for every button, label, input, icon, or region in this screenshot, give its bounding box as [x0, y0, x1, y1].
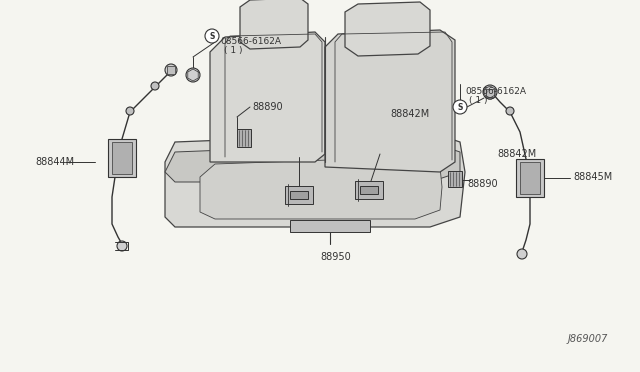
Polygon shape: [325, 30, 455, 172]
Circle shape: [205, 29, 219, 43]
Bar: [448, 171, 462, 187]
Circle shape: [453, 100, 467, 114]
Bar: [167, 66, 175, 74]
Bar: [285, 186, 313, 204]
Text: ( 1 ): ( 1 ): [224, 46, 243, 55]
Bar: [520, 162, 540, 194]
Text: 88890: 88890: [467, 179, 498, 189]
Text: S: S: [458, 103, 463, 112]
Bar: [108, 139, 136, 177]
Circle shape: [186, 68, 200, 82]
Bar: [112, 142, 132, 174]
Bar: [516, 159, 544, 197]
Text: 88845M: 88845M: [573, 172, 612, 182]
Text: ( 1 ): ( 1 ): [469, 96, 488, 105]
Polygon shape: [345, 2, 430, 56]
Circle shape: [117, 241, 127, 251]
Circle shape: [151, 82, 159, 90]
Polygon shape: [240, 0, 308, 49]
Text: 88844M: 88844M: [35, 157, 74, 167]
Text: S: S: [209, 32, 214, 41]
Circle shape: [517, 249, 527, 259]
Text: 88890: 88890: [252, 102, 283, 112]
Circle shape: [484, 87, 496, 99]
Text: 88950: 88950: [320, 252, 351, 262]
Polygon shape: [165, 132, 465, 227]
Bar: [290, 220, 370, 232]
Circle shape: [126, 107, 134, 115]
Text: J869007: J869007: [568, 334, 608, 344]
Bar: [290, 191, 308, 199]
Text: 08566-6162A: 08566-6162A: [465, 87, 526, 96]
Text: 88842M: 88842M: [390, 109, 429, 119]
Text: 88842M: 88842M: [497, 149, 536, 159]
Bar: [486, 89, 494, 97]
Bar: [360, 186, 378, 194]
Polygon shape: [165, 142, 460, 182]
Bar: [237, 129, 251, 147]
Polygon shape: [210, 32, 325, 162]
Circle shape: [506, 107, 514, 115]
Circle shape: [483, 85, 497, 99]
Circle shape: [165, 64, 177, 76]
Bar: [355, 181, 383, 199]
Text: 08566-6162A: 08566-6162A: [220, 37, 281, 46]
Polygon shape: [200, 157, 442, 219]
